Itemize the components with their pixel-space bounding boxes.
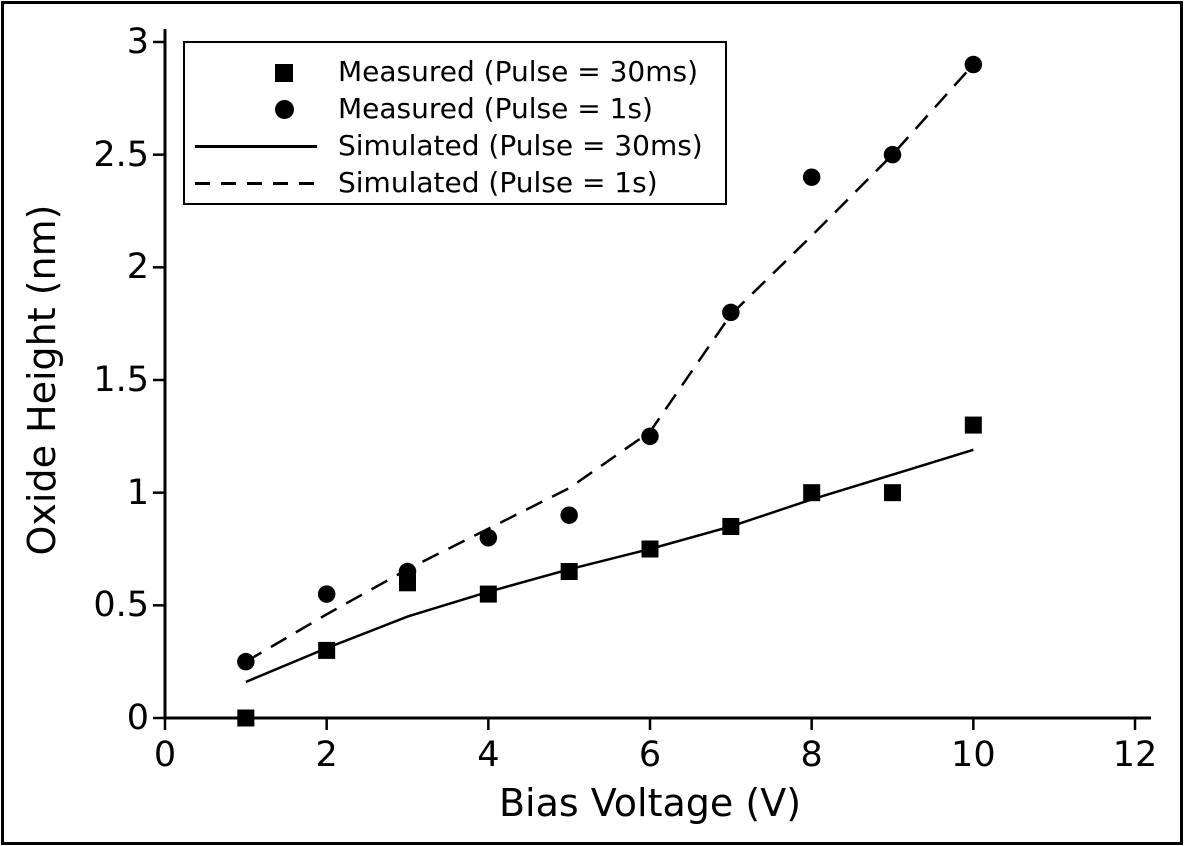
data-point-circle [560,506,578,524]
legend-handle [195,182,328,185]
data-point-square [722,517,740,535]
data-point-square [964,416,982,434]
series-line-solid [245,448,974,684]
legend-item-simulated-1s: Simulated (Pulse = 1s) [195,165,725,202]
y-tick-label: 0.5 [93,585,149,626]
y-tick-label: 2.5 [93,134,149,175]
y-tick-label: 0 [126,698,149,738]
legend-label: Measured (Pulse = 1s) [338,92,653,126]
x-tick-label: 2 [315,735,338,775]
data-point-square [883,484,901,502]
legend-label: Simulated (Pulse = 1s) [338,166,658,200]
x-tick-label: 4 [477,735,500,775]
data-point-circle [964,55,983,74]
legend-item-simulated-30ms: Simulated (Pulse = 30ms) [195,128,725,165]
solid-line-icon [195,145,317,148]
dashed-line-icon [195,182,317,185]
data-point-circle [398,562,417,581]
data-point-square [479,585,497,603]
data-point-circle [479,528,498,547]
data-point-circle [237,652,255,671]
x-tick-label: 8 [800,735,823,775]
data-point-circle [722,303,740,322]
circle-marker-icon [275,100,294,119]
data-point-circle [317,585,336,603]
legend-item-measured-1s: Measured (Pulse = 1s) [195,91,725,128]
legend-label: Measured (Pulse = 30ms) [338,55,699,89]
x-axis-label: Bias Voltage (V) [498,781,802,825]
data-point-square [641,540,659,558]
data-point-circle [883,145,902,164]
data-point-circle [802,168,821,186]
data-point-circle [641,427,659,446]
data-point-square [803,484,821,502]
x-tick-label: 6 [638,735,662,775]
y-tick-label: 3 [126,22,149,62]
legend-label: Simulated (Pulse = 30ms) [338,129,703,163]
legend-handle [195,63,328,82]
y-tick-label: 1.5 [93,360,149,400]
legend: Measured (Pulse = 30ms) Measured (Pulse … [183,41,727,205]
series-line-dashed [245,63,975,663]
y-axis-label: Oxide Height (nm) [20,204,64,556]
data-point-square [318,641,336,659]
legend-handle [195,145,328,148]
square-marker-icon [275,63,293,82]
y-tick-label: 2 [126,247,149,288]
x-tick-label: 12 [1112,735,1158,775]
x-tick-label: 0 [153,735,177,775]
legend-handle [195,100,328,119]
x-tick-label: 10 [951,735,996,775]
y-tick-label: 1 [126,472,149,513]
data-point-square [560,563,578,581]
legend-item-measured-30ms: Measured (Pulse = 30ms) [195,54,725,91]
data-point-square [237,709,255,727]
